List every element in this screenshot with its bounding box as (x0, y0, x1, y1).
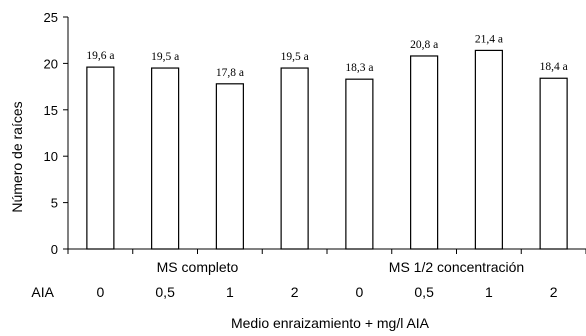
group-labels: MS completo MS 1/2 concentración (157, 259, 525, 275)
data-label: 18,4 a (540, 61, 568, 73)
y-tick-label: 25 (44, 10, 58, 25)
data-label: 19,5 a (151, 51, 179, 63)
x-category-label: 0,5 (414, 284, 434, 300)
data-label: 21,4 a (475, 33, 503, 45)
bar (280, 67, 309, 250)
data-label: 20,8 a (410, 39, 438, 51)
x-category-labels: 0 0,5 1 2 0 0,5 1 2 (96, 284, 557, 300)
bar (410, 55, 439, 250)
x-category-label: 0 (96, 284, 104, 300)
group-label: MS 1/2 concentración (389, 259, 524, 275)
axes (67, 17, 586, 254)
y-axis-title: Número de raíces (9, 101, 25, 212)
y-tick-label: 20 (44, 56, 58, 71)
data-label: 19,6 a (86, 50, 114, 62)
x-category-label: 2 (550, 284, 558, 300)
data-label: 19,5 a (281, 51, 309, 63)
bar (345, 78, 374, 250)
bar (86, 66, 115, 250)
x-axis-title: Medio enraizamiento + mg/l AIA (231, 315, 430, 331)
group-label: MS completo (157, 259, 239, 275)
y-axis-ticks: 0 5 10 15 20 25 (44, 10, 68, 257)
row-header-label: AIA (31, 284, 54, 300)
bars (86, 49, 568, 250)
x-category-label: 1 (226, 284, 234, 300)
x-category-label: 0 (355, 284, 363, 300)
y-tick-label: 15 (44, 103, 58, 118)
y-tick-label: 10 (44, 149, 58, 164)
x-category-label: 1 (485, 284, 493, 300)
y-tick-label: 5 (51, 196, 58, 211)
bar (539, 77, 568, 250)
bar (474, 49, 503, 250)
x-category-label: 0,5 (155, 284, 175, 300)
data-label: 18,3 a (345, 62, 373, 74)
data-labels: 19,6 a 19,5 a 17,8 a 19,5 a 18,3 a 20,8 a 21,4… (86, 33, 567, 78)
data-label: 17,8 a (216, 67, 244, 79)
bar (215, 83, 244, 250)
x-category-label: 2 (291, 284, 299, 300)
y-tick-label: 0 (51, 242, 58, 257)
bar (151, 67, 180, 250)
